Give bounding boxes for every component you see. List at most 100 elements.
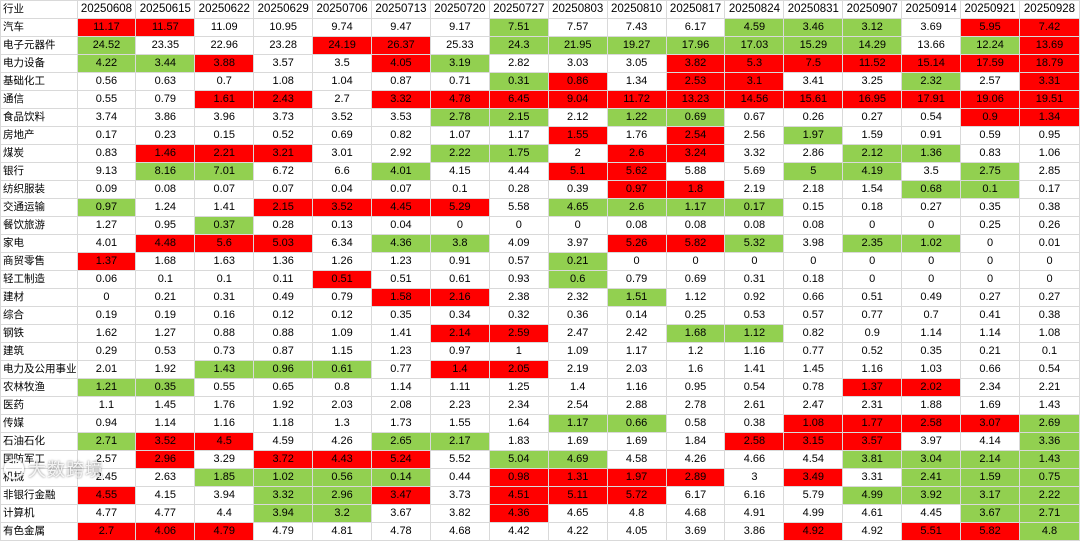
table-row: 汽车 11.17 11.57 11.09 10.95 9.74 9.47 9.17 7.51 7.… [0, 18, 1080, 37]
value-cell: 0.88 [253, 324, 314, 343]
value-cell: 3.2 [312, 504, 373, 523]
value-cell: 1.17 [606, 342, 667, 361]
industry-name: 餐饮旅游 [0, 216, 78, 235]
value-cell: 0.61 [312, 360, 373, 379]
value-cell: 2.15 [488, 108, 549, 127]
value-cell: 4.22 [547, 522, 608, 541]
value-cell: 0.97 [429, 342, 490, 361]
value-cell: 3.15 [783, 432, 844, 451]
value-cell: 0.78 [783, 378, 844, 397]
value-cell: 0.86 [547, 72, 608, 91]
value-cell: 1.97 [606, 468, 667, 487]
value-cell: 1.84 [665, 432, 726, 451]
value-cell: 1.16 [724, 342, 785, 361]
industry-name: 煤炭 [0, 144, 78, 163]
value-cell: 3.31 [1019, 72, 1080, 91]
value-cell: 0.41 [960, 306, 1020, 325]
industry-name: 汽车 [0, 18, 78, 37]
brand-logo-icon [4, 459, 24, 479]
value-cell: 4.5 [194, 432, 255, 451]
value-cell: 11.09 [194, 18, 255, 37]
value-cell: 1.61 [194, 90, 255, 109]
value-cell: 4.09 [488, 234, 549, 253]
value-cell: 0.17 [76, 126, 137, 145]
value-cell: 1.1 [76, 396, 137, 415]
value-cell: 2.78 [665, 396, 726, 415]
value-cell: 1.09 [547, 342, 608, 361]
header-date: 20250921 [960, 0, 1020, 19]
value-cell: 0.51 [312, 270, 373, 289]
value-cell: 7.5 [783, 54, 844, 73]
value-cell: 1.63 [194, 252, 255, 271]
value-cell: 0.52 [842, 342, 903, 361]
value-cell: 2.96 [135, 450, 196, 469]
value-cell: 0.54 [901, 108, 962, 127]
value-cell: 3.05 [606, 54, 667, 73]
value-cell: 0.31 [194, 288, 255, 307]
value-cell: 0.98 [488, 468, 549, 487]
value-cell: 5.82 [665, 234, 726, 253]
value-cell: 0 [783, 252, 844, 271]
value-cell: 0.95 [665, 378, 726, 397]
table-row: 机械 2.45 2.63 1.85 1.02 0.56 0.14 0.44 0.98 1.31 1.… [0, 468, 1080, 487]
value-cell: 0.57 [488, 252, 549, 271]
industry-name: 计算机 [0, 504, 78, 523]
value-cell: 0.79 [312, 288, 373, 307]
table-row: 商贸零售 1.37 1.68 1.63 1.36 1.26 1.23 0.91 0.57 0.21… [0, 252, 1080, 271]
value-cell: 0.7 [194, 72, 255, 91]
value-cell: 5.11 [547, 486, 608, 505]
value-cell: 13.69 [1019, 36, 1080, 55]
value-cell: 19.06 [960, 90, 1020, 109]
value-cell: 7.51 [488, 18, 549, 37]
value-cell: 1.21 [76, 378, 137, 397]
value-cell: 0.53 [724, 306, 785, 325]
value-cell: 0.15 [194, 126, 255, 145]
value-cell: 3.19 [429, 54, 490, 73]
value-cell: 3.81 [842, 450, 903, 469]
value-cell: 1.37 [76, 252, 137, 271]
value-cell: 0.53 [135, 342, 196, 361]
value-cell: 7.43 [606, 18, 667, 37]
value-cell: 5.6 [194, 234, 255, 253]
value-cell: 2.63 [135, 468, 196, 487]
value-cell: 3.32 [371, 90, 431, 109]
table-row: 餐饮旅游 1.27 0.95 0.37 0.28 0.13 0.04 0 0 0 0.08 0.08 0… [0, 216, 1080, 235]
value-cell: 2.34 [488, 396, 549, 415]
table-row: 农林牧渔 1.21 0.35 0.55 0.65 0.8 1.14 1.11 1.25 1.4 1.… [0, 378, 1080, 397]
value-cell: 4.19 [842, 162, 903, 181]
table-row: 传媒 0.94 1.14 1.16 1.18 1.3 1.73 1.55 1.64 1.17 0.6… [0, 414, 1080, 433]
value-cell: 0 [842, 270, 903, 289]
industry-name: 石油石化 [0, 432, 78, 451]
value-cell: 0.1 [429, 180, 490, 199]
value-cell: 1.18 [253, 414, 314, 433]
value-cell: 1.27 [135, 324, 196, 343]
value-cell: 2.16 [429, 288, 490, 307]
header-date: 20250817 [665, 0, 726, 19]
value-cell: 2.21 [194, 144, 255, 163]
value-cell: 0 [665, 252, 726, 271]
value-cell: 3.67 [371, 504, 431, 523]
value-cell: 0 [429, 216, 490, 235]
value-cell: 1.17 [665, 198, 726, 217]
value-cell: 0.04 [312, 180, 373, 199]
value-cell: 0.63 [135, 72, 196, 91]
value-cell: 1.08 [253, 72, 314, 91]
value-cell: 0.9 [842, 324, 903, 343]
value-cell: 0.9 [960, 108, 1020, 127]
value-cell: 3.25 [842, 72, 903, 91]
value-cell: 0.11 [253, 270, 314, 289]
value-cell: 0.08 [135, 180, 196, 199]
value-cell: 8.16 [135, 162, 196, 181]
value-cell: 11.57 [135, 18, 196, 37]
value-cell: 0.39 [547, 180, 608, 199]
header-date: 20250713 [371, 0, 431, 19]
value-cell: 1.85 [194, 468, 255, 487]
value-cell: 3.04 [901, 450, 962, 469]
value-cell: 6.17 [665, 18, 726, 37]
table-row: 电力设备 4.22 3.44 3.88 3.57 3.5 4.05 3.19 2.82 3.03 3… [0, 54, 1080, 73]
value-cell: 0.36 [547, 306, 608, 325]
value-cell: 1.43 [1019, 450, 1080, 469]
value-cell: 0.12 [253, 306, 314, 325]
value-cell: 0.69 [312, 126, 373, 145]
